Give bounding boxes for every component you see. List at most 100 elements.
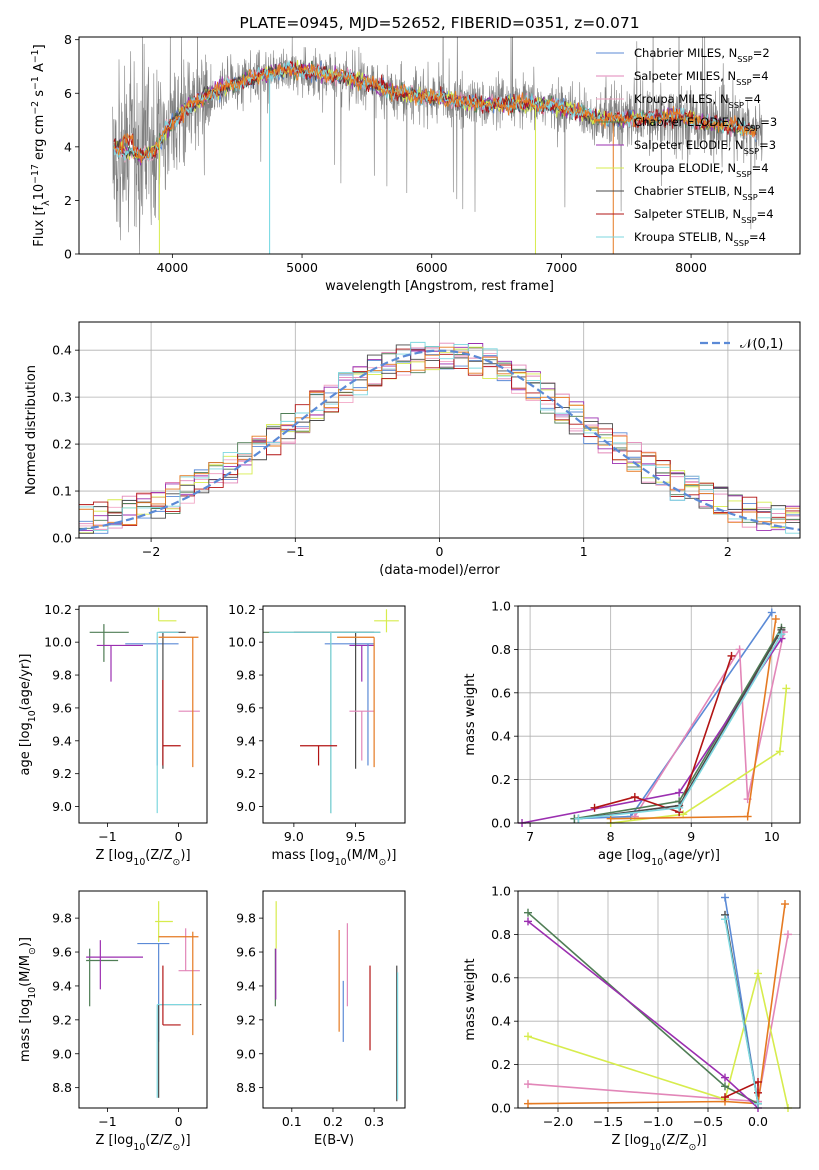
mass_vs_Z-axes: −1 0 8.8 9.0 9.2 9.4 9.6 9.8 Z [log10(Z/Z⊙)] mass… <box>18 911 191 1153</box>
massweight_vs_Z-frame <box>517 890 801 1109</box>
series-line <box>574 612 773 820</box>
series-marker <box>721 1073 729 1082</box>
y-tick-label: 0.2 <box>491 772 511 787</box>
series-marker <box>727 651 736 660</box>
legend-entry: Salpeter MILES, NSSP=4 <box>634 69 769 87</box>
y-tick-label: 8.8 <box>236 1080 256 1095</box>
y-tick-label: 0.2 <box>52 437 72 452</box>
series-marker <box>782 684 791 693</box>
y-tick-label: 0.0 <box>491 816 511 831</box>
x-tick-label: 9.0 <box>284 829 304 844</box>
y-axis-label: age [log10(age/yr)] <box>18 654 38 776</box>
massweight_vs_age-frame <box>517 605 801 824</box>
series-line <box>634 631 785 817</box>
y-tick-label: 0.3 <box>52 390 72 405</box>
series-line <box>574 627 783 820</box>
errorbar-point <box>349 710 375 761</box>
errorbar-point <box>263 631 381 814</box>
y-tick-label: 8.8 <box>52 1080 72 1095</box>
x-tick-label: 0 <box>436 544 444 559</box>
x-axis-label: Z [log10(Z/Z⊙)] <box>611 1133 706 1153</box>
x-tick-label: 0.0 <box>748 1114 768 1129</box>
y-tick-label: 6 <box>64 86 72 101</box>
series-marker <box>721 1082 729 1091</box>
x-tick-label: −1 <box>98 829 116 844</box>
y-tick-label: 9.8 <box>236 668 256 683</box>
y-tick-label: 10.0 <box>44 635 72 650</box>
series-line <box>521 638 783 823</box>
x-tick-label: 0.2 <box>323 1114 343 1129</box>
x-tick-label: 0.1 <box>282 1114 302 1129</box>
x-tick-label: 9.5 <box>346 829 366 844</box>
y-tick-label: 9.0 <box>236 799 256 814</box>
series-line <box>527 912 759 1105</box>
series-marker <box>590 803 599 812</box>
errorbar-point <box>137 942 170 1042</box>
y-tick-label: 0.8 <box>491 927 511 942</box>
y-tick-label: 2 <box>64 193 72 208</box>
errorbar-point <box>374 609 399 633</box>
series-marker <box>630 792 639 801</box>
y-tick-label: 9.2 <box>52 766 72 781</box>
errorbar-point <box>158 931 199 1036</box>
spectrum-frame <box>78 36 801 255</box>
series-line <box>527 903 786 1105</box>
series-marker <box>675 803 684 812</box>
y-tick-label: 9.2 <box>236 1012 256 1027</box>
series-marker <box>721 1093 729 1102</box>
x-axis-label: Z [log10(Z/Z⊙)] <box>95 848 190 868</box>
errorbar-point <box>158 607 177 622</box>
x-tick-label: 4000 <box>156 260 188 275</box>
x-tick-label: 0 <box>175 1114 183 1129</box>
x-tick-label: 7000 <box>545 260 577 275</box>
y-tick-label: 9.8 <box>236 911 256 926</box>
errorbar-point <box>155 901 173 942</box>
y-tick-label: 9.4 <box>236 733 256 748</box>
y-tick-label: 10.2 <box>228 602 256 617</box>
y-tick-label: 4 <box>64 139 72 154</box>
series-marker <box>777 630 786 639</box>
errorbar-point <box>162 679 181 766</box>
errorbar-point <box>125 643 179 766</box>
x-tick-label: 6000 <box>416 260 448 275</box>
y-tick-label: 9.4 <box>52 733 72 748</box>
age_vs_Z-axes: −1 0 9.0 9.2 9.4 9.6 9.8 10.0 10.2 Z [log10(Z/Z⊙)… <box>18 602 191 868</box>
y-tick-label: 9.6 <box>52 945 72 960</box>
legend-entry: Chabrier MILES, NSSP=2 <box>634 46 770 64</box>
errorbar-point <box>156 1003 200 1098</box>
series-marker <box>754 1099 762 1108</box>
y-tick-label: 9.0 <box>52 799 72 814</box>
series-marker <box>524 917 532 926</box>
series-line <box>610 618 777 820</box>
y-tick-label: 10.2 <box>44 602 72 617</box>
y-axis-label: Flux [fλ10−17 erg cm−2 s−1 A−1] <box>30 44 52 246</box>
y-tick-label: 0.0 <box>491 1101 511 1116</box>
y-tick-label: 0.6 <box>491 970 511 985</box>
mass_vs_ebv-frame <box>262 890 406 1109</box>
legend-entry: 𝒩(0,1) <box>740 337 783 352</box>
series-line <box>724 919 759 1104</box>
y-tick-label: 9.2 <box>52 1012 72 1027</box>
y-tick-label: 9.8 <box>52 911 72 926</box>
x-tick-label: −1 <box>286 544 304 559</box>
legend-entry: Chabrier ELODIE, NSSP=3 <box>634 115 777 133</box>
x-axis-label: age [log10(age/yr)] <box>598 848 720 868</box>
x-axis-label: wavelength [Angstrom, rest frame] <box>325 279 554 294</box>
errorbar-point <box>156 631 179 814</box>
x-tick-label: 7 <box>526 829 534 844</box>
series-marker <box>675 788 684 797</box>
series-marker <box>754 969 762 978</box>
y-tick-label: 0.4 <box>491 1014 511 1029</box>
series-marker <box>524 908 532 917</box>
mass_vs_Z-frame <box>78 890 208 1109</box>
y-tick-label: 1.0 <box>491 599 511 614</box>
series-marker <box>754 1077 762 1086</box>
legend-entry: Kroupa ELODIE, NSSP=4 <box>634 161 769 179</box>
series-marker <box>781 900 789 909</box>
y-tick-label: 0.6 <box>491 685 511 700</box>
errorbar-point <box>89 624 129 662</box>
errorbar-point <box>86 940 143 990</box>
x-tick-label: −2.0 <box>543 1114 573 1129</box>
y-tick-label: 0.4 <box>491 729 511 744</box>
